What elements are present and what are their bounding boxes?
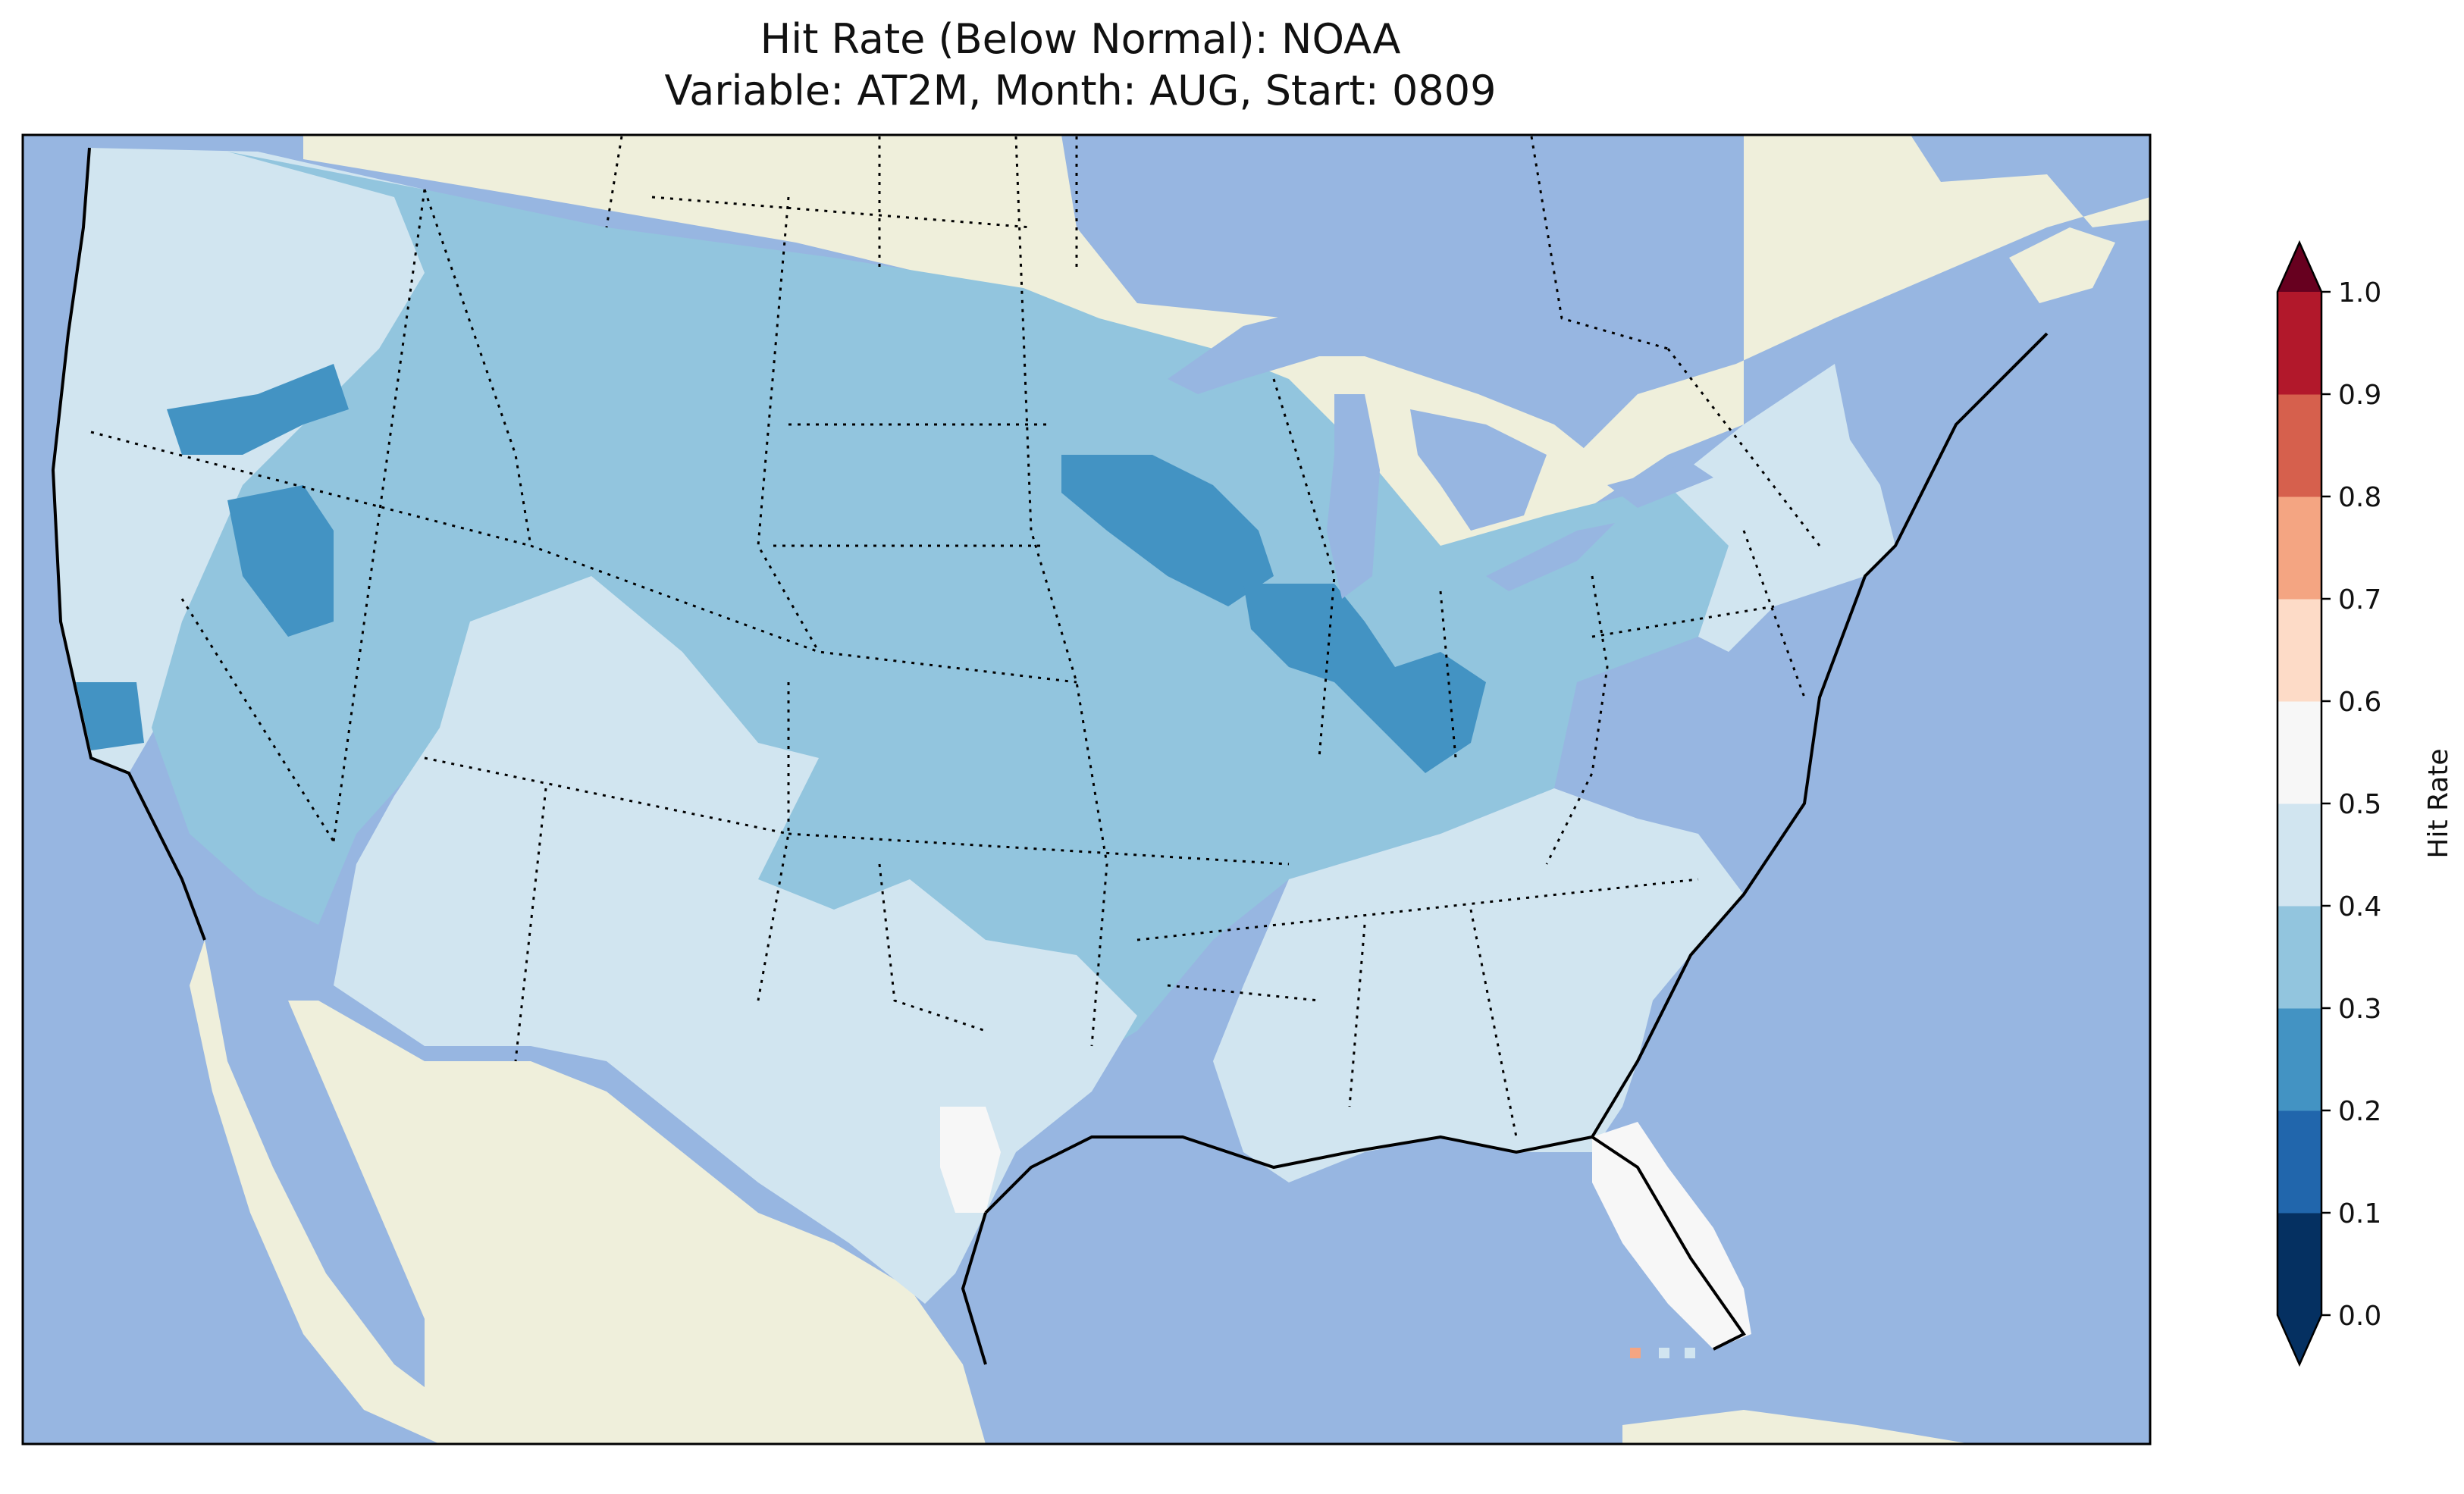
lake-erie (1486, 523, 1615, 591)
region-upper-mississippi-patch (1061, 455, 1274, 606)
colorbar-bin (2277, 1008, 2321, 1111)
region-central-texas-patch (940, 1107, 1001, 1213)
colorbar-bin (2277, 394, 2321, 497)
land-masses (174, 135, 2150, 1444)
colorbar-tick-label: 0.1 (2338, 1198, 2381, 1229)
colorbar-extend-high (2277, 243, 2321, 292)
map-title-line2: Variable: AT2M, Month: AUG, Start: 0809 (664, 67, 1497, 114)
colorbar-tick-label: 1.0 (2338, 277, 2381, 309)
region-northeast (1668, 364, 1895, 652)
florida-keys-cells (1630, 1348, 1695, 1358)
colorbar-tick-label: 0.0 (2338, 1301, 2381, 1332)
region-west-coast-oregon-washington (53, 148, 470, 773)
great-lakes (1168, 303, 1713, 599)
colorbar-bin (2277, 906, 2321, 1009)
colorbar-bin (2277, 292, 2321, 395)
colorbar-tick-label: 0.3 (2338, 994, 2381, 1025)
colorbar-bin (2277, 1213, 2321, 1316)
colorbar-tick-label: 0.7 (2338, 584, 2381, 615)
colorbar-tick-label: 0.2 (2338, 1096, 2381, 1127)
region-oregon-nevada-patch (76, 364, 349, 750)
colorbar: 0.0 0.1 0.2 0.3 0.4 0.5 0.6 0.7 0.8 0.9 1.0 Hit Ra… (2276, 240, 2454, 1367)
map-frame (21, 133, 2152, 1445)
mexico-land (190, 940, 986, 1444)
region-interior-west-plains-midwest (152, 152, 1729, 1137)
map-area (23, 135, 2150, 1444)
lake-ontario (1607, 462, 1713, 508)
state-borders (90, 136, 1821, 1138)
region-illinois-indiana-patch (1243, 584, 1486, 773)
region-florida (1592, 1122, 1751, 1349)
map-title-line1: Hit Rate (Below Normal): NOAA (760, 15, 1401, 63)
colorbar-tick-label: 0.8 (2338, 482, 2381, 513)
colorbar-tick-label: 0.6 (2338, 687, 2381, 718)
colorbar-tick-label: 0.5 (2338, 789, 2381, 820)
colorbar-tick-label: 0.4 (2338, 891, 2381, 922)
nova-scotia-land (2009, 227, 2115, 303)
region-southeast (1213, 788, 1744, 1182)
lake-superior (1168, 303, 1410, 394)
hit-rate-regions (53, 148, 1895, 1349)
colorbar-bin (2277, 701, 2321, 804)
colorbar-label: Hit Rate (2423, 748, 2454, 858)
colorbar-tick-label: 0.9 (2338, 380, 2381, 411)
lake-huron (1410, 409, 1547, 531)
region-southwest-rockies-texas (334, 576, 1137, 1304)
colorbar-bin (2277, 803, 2321, 907)
lake-michigan (1327, 394, 1380, 599)
colorbar-bin (2277, 496, 2321, 600)
cuba-land (1622, 1410, 1971, 1444)
colorbar-extend-low (2277, 1315, 2321, 1364)
coastlines (51, 147, 2049, 1365)
colorbar-bin (2277, 599, 2321, 702)
colorbar-bin (2277, 1110, 2321, 1214)
